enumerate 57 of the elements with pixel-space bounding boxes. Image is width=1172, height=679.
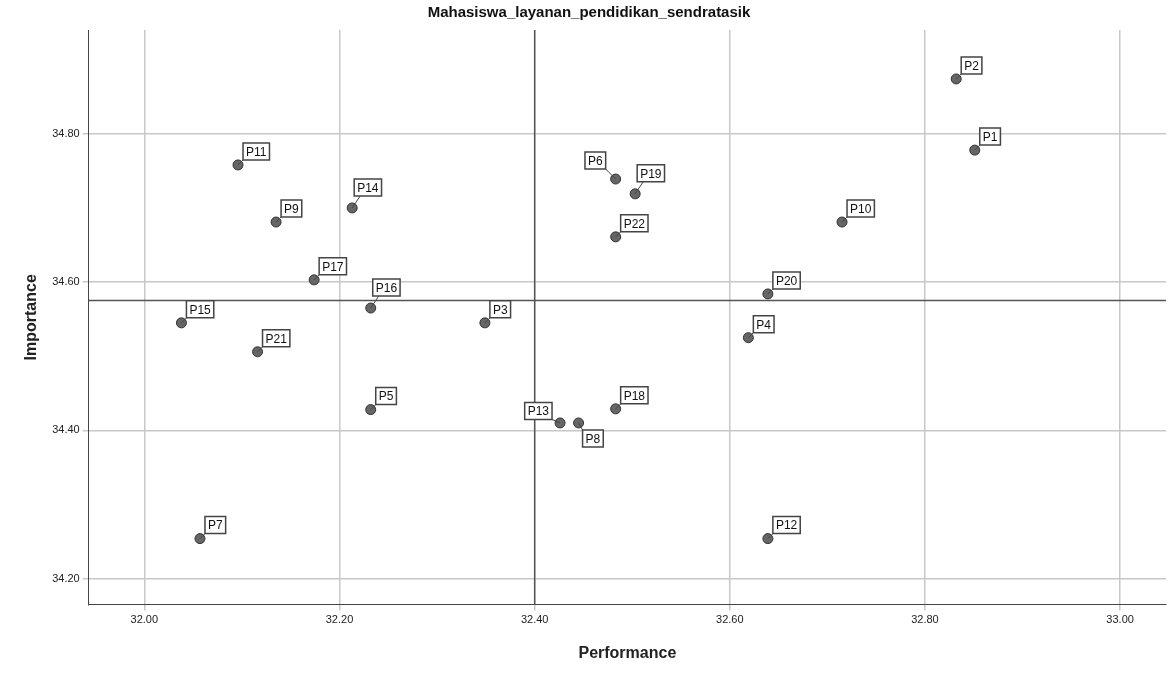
annotation: P22 [623, 216, 646, 231]
point [742, 332, 754, 344]
annotation: P3 [492, 302, 508, 317]
point [346, 202, 358, 214]
point [554, 417, 566, 429]
annotation: P8 [585, 431, 601, 446]
point [836, 216, 848, 228]
x-tick-label: 32.60 [716, 613, 744, 626]
annotation: P4 [756, 317, 772, 332]
annotation: P6 [587, 153, 603, 168]
annotation: P16 [375, 280, 398, 295]
chart-title: Mahasiswa_layanan_pendidikan_sendratasik [427, 3, 751, 21]
point [365, 302, 377, 314]
point [629, 188, 641, 200]
annotation: P21 [265, 331, 288, 346]
point [365, 404, 377, 416]
x-tick-label: 32.80 [911, 613, 939, 626]
point [175, 317, 187, 329]
annotation: P20 [775, 273, 798, 288]
y-tick-label: 34.60 [52, 275, 80, 288]
y-tick-label: 34.80 [52, 126, 80, 139]
point [270, 216, 282, 228]
annotation: P18 [623, 388, 646, 403]
point [762, 533, 774, 545]
annotation: P15 [189, 302, 212, 317]
point [308, 274, 320, 286]
annotation: P12 [775, 518, 798, 533]
point [194, 533, 206, 545]
annotation: P13 [527, 404, 550, 419]
y-axis-title: Importance [22, 274, 40, 361]
annotation: P17 [322, 259, 344, 274]
annotation: P19 [640, 166, 662, 181]
annotation: P2 [964, 58, 980, 73]
y-tick-label: 34.40 [52, 423, 80, 436]
point [610, 403, 622, 415]
annotation: P10 [850, 201, 872, 216]
x-tick-label: 32.40 [520, 613, 549, 626]
point [232, 159, 244, 171]
point [762, 288, 774, 300]
x-tick-label: 32.00 [130, 613, 159, 626]
annotation: P5 [378, 389, 394, 404]
x-tick-label: 32.20 [325, 613, 354, 626]
annotation: P1 [982, 129, 998, 144]
annotation: P14 [357, 180, 379, 195]
point [950, 73, 962, 85]
point [610, 173, 622, 185]
point [969, 144, 981, 156]
point [479, 317, 491, 329]
x-tick-label: 33.00 [1106, 613, 1134, 626]
point [252, 346, 264, 358]
x-axis-title: Performance [578, 643, 677, 661]
annotation: P9 [284, 201, 300, 216]
annotation: P7 [207, 518, 223, 533]
point [573, 417, 585, 429]
y-tick-label: 34.20 [52, 571, 80, 584]
point [610, 231, 622, 243]
annotation: P11 [246, 144, 267, 159]
